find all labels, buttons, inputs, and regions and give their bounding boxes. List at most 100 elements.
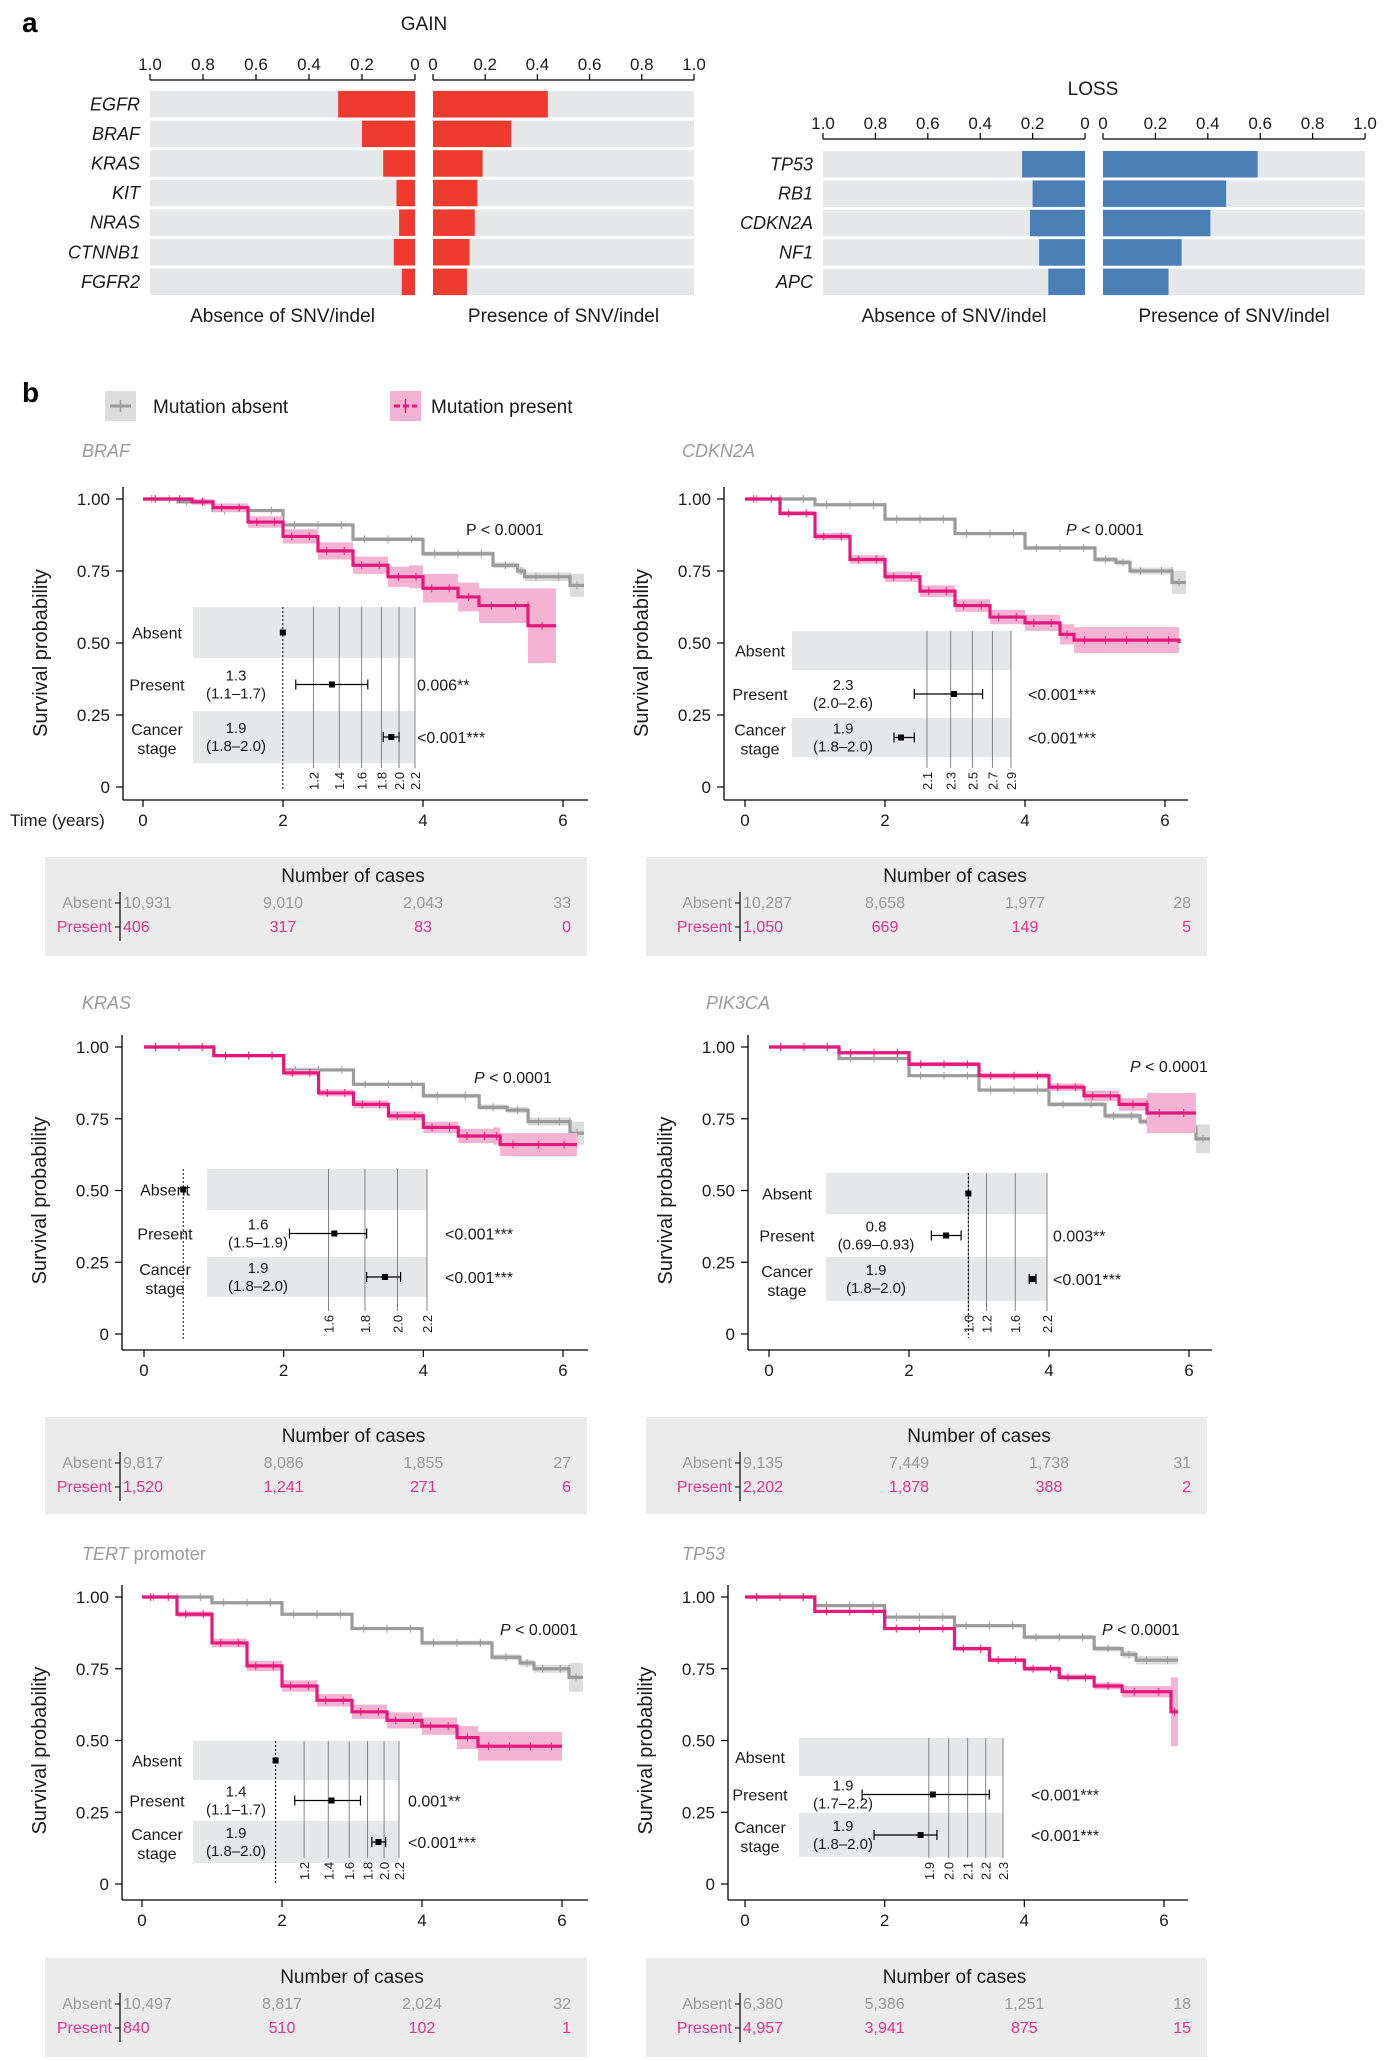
gain-right-tick-label: 0.4 [526,55,550,74]
forest-row-bg-absent [193,607,415,658]
loss-bar-presence-tp53 [1103,151,1258,178]
loss-left-tick-label: 0.8 [864,114,888,133]
cases-absent-count: 18 [1173,1996,1191,2013]
gain-category-label: KRAS [91,153,140,173]
forest-row-label-stage-2: stage [145,1281,184,1298]
cases-table: Number of cases Absent Present 10,497 840 8,8… [45,1958,587,2057]
km-p-symbol: P [466,522,476,539]
km-present-curve [745,1595,1178,1714]
forest-ci-text: (2.0–2.6) [813,695,873,712]
forest-point-estimate [943,1232,950,1239]
km-y-tick-label: 0.75 [682,1660,715,1679]
cases-absent-count: 9,817 [123,1455,163,1472]
panel-b-label: b [22,377,39,408]
km-y-tick-label: 0.75 [76,1660,109,1679]
gain-bar-absence-fgfr2 [401,268,415,296]
km-y-axis-label: Survival probability [631,569,653,737]
forest-tick-label: 1.6 [342,1862,357,1880]
cases-row-label-present: Present [57,1479,113,1496]
cases-absent-count: 27 [553,1455,571,1472]
km-present-curve [745,497,1181,643]
forest-row-label-stage: Cancer [131,1827,183,1844]
gain-category-label: CTNNB1 [68,242,140,262]
forest-row-label-present: Present [759,1229,815,1246]
km-p-symbol: P [1130,1059,1141,1076]
km-y-tick-label: 0.25 [702,1253,735,1272]
loss-left-tick-label: 0.6 [916,114,940,133]
forest-p-value: <0.001*** [417,730,485,747]
km-y-tick-label: 0.25 [76,1803,109,1822]
gain-row-bg-right [433,209,694,236]
forest-ci-text: (1.8–2.0) [813,739,873,756]
loss-bar-absence-cdkn2a [1029,209,1085,237]
loss-row-bg-left [823,268,1085,296]
forest-hr-value: 1.4 [226,1784,247,1801]
cases-absent-count: 6,380 [743,1996,783,2013]
forest-ci-text: (1.8–2.0) [813,1836,873,1853]
forest-row-bg-absent [799,1738,1003,1776]
forest-tick-label: 2.0 [377,1862,392,1880]
loss-right-tick-label: 0.8 [1301,114,1325,133]
forest-point-estimate [951,691,958,697]
forest-point-estimate [929,1791,936,1798]
forest-p-value: <0.001*** [445,1270,513,1287]
loss-category-label: NF1 [779,242,813,262]
km-y-tick-label: 1.00 [682,1588,715,1607]
km-gene-name: TERT [82,1544,131,1564]
cases-present-count: 1,241 [264,1479,304,1496]
loss-bar-chart: LOSS 1.0 0.8 0.6 0.4 0.2 0 0 0.2 0.4 0.6 0.8 1.0 TP53… [740,79,1377,327]
forest-tick-label: 2.2 [1040,1315,1055,1333]
cases-absent-count: 8,086 [264,1455,304,1472]
forest-row-label-stage: Cancer [761,1264,813,1281]
km-y-tick-label: 1.00 [76,1038,109,1057]
km-y-axis-label: Survival probability [29,1667,51,1835]
gain-right-tick-label: 0.8 [630,55,654,74]
loss-left-axis-label: Absence of SNV/indel [862,306,1047,327]
forest-hr-value: 1.9 [866,1262,887,1279]
km-gene-name: KRAS [82,993,131,1013]
km-present-ci-band [745,1597,1178,1747]
cases-row-label-present: Present [677,2020,733,2037]
forest-p-value: 0.006** [417,678,470,695]
forest-row-label-stage: Cancer [131,722,183,739]
forest-row-label-absent: Absent [132,1754,182,1771]
cases-present-count: 875 [1011,2020,1038,2037]
km-gene-name: BRAF [82,441,131,461]
gain-bar-absence-nras [399,209,415,236]
cases-present-count: 1 [562,2020,571,2037]
cases-absent-count: 2,024 [402,1996,442,2013]
km-absent-ci-band [144,1047,584,1145]
forest-point-estimate [328,681,335,688]
cases-row-label-present: Present [57,2020,113,2037]
km-x-tick-label: 2 [278,811,287,830]
cases-table-title: Number of cases [281,866,425,887]
cases-present-count: 2,202 [743,1479,783,1496]
cases-absent-count: 9,010 [263,895,303,912]
forest-row-label-present: Present [137,1227,193,1244]
forest-tick-label: 2.2 [408,772,423,790]
km-gene-title: TERT promoter [82,1544,206,1564]
cases-present-count: 271 [410,1479,437,1496]
cases-present-count: 406 [123,919,150,936]
gain-row-bg-left [150,268,415,296]
km-x-tick-label: 0 [139,1361,148,1380]
forest-row-label-stage: Cancer [734,723,786,740]
forest-plot: 1.6 1.8 2.0 2.2AbsentPresentCancerstage1.6(… [137,1169,513,1340]
forest-ci-text: (1.8–2.0) [206,1843,266,1860]
km-x-tick-label: 0 [138,811,147,830]
km-y-tick-label: 0.50 [76,1732,109,1751]
km-p-text: < 0.0001 [1113,1622,1180,1639]
km-gene-name: PIK3CA [706,993,770,1013]
km-y-tick-label: 1.00 [678,490,711,509]
km-y-tick-label: 0.50 [76,1182,109,1201]
forest-plot: 2.1 2.3 2.5 2.7 2.9 Absent Present Cancer stage 2… [732,631,1096,790]
forest-point-estimate [279,629,286,636]
km-y-tick-label: 0.25 [76,1253,109,1272]
gain-left-tick-label: 0.6 [244,55,268,74]
cases-present-count: 83 [414,919,432,936]
forest-p-value: 0.003** [1053,1229,1106,1246]
km-x-tick-label: 0 [740,1911,749,1930]
km-y-tick-label: 0 [101,778,110,797]
